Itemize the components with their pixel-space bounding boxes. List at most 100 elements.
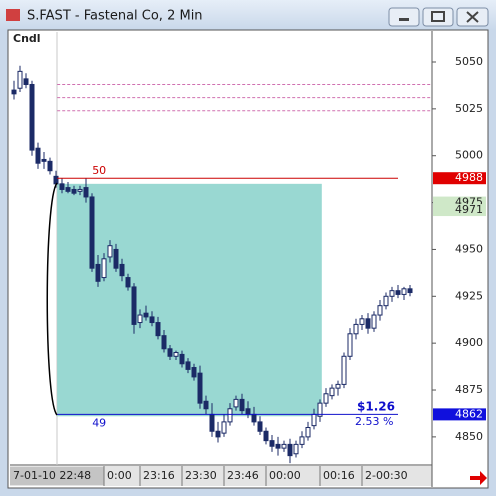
candle-body	[173, 352, 179, 357]
candle-body	[407, 288, 413, 294]
maximize-button[interactable]	[422, 7, 454, 27]
fib-zone	[57, 183, 322, 417]
price-marker-label: 4971	[455, 203, 483, 216]
time-axis-bar	[10, 466, 432, 486]
candle-body	[89, 196, 95, 269]
y-tick-label: 4950	[455, 242, 483, 255]
candle-body	[29, 83, 35, 151]
range-percent: 2.53 %	[355, 415, 393, 428]
price-marker-label: 4988	[455, 171, 483, 184]
x-tick-label: 00:00	[269, 469, 301, 482]
x-tick-label: 23:16	[143, 469, 175, 482]
candle-body	[341, 355, 347, 385]
candle-body	[35, 147, 41, 164]
plot: 50 49 $1.262.53 %	[11, 65, 431, 464]
y-tick-label: 4850	[455, 430, 483, 443]
candle-body	[179, 353, 185, 365]
candle-body	[23, 78, 29, 85]
candle-body	[143, 312, 149, 318]
candle-body	[95, 263, 101, 282]
candle-body	[107, 245, 113, 258]
fib-level-label: 49	[92, 416, 106, 429]
candle-body	[65, 187, 71, 192]
app-icon	[6, 9, 20, 21]
candle-body	[59, 183, 65, 190]
candle-body	[359, 318, 365, 325]
candle-body	[191, 367, 197, 378]
candle-body	[131, 286, 137, 325]
candle-body	[119, 263, 125, 277]
price-marker-label: 4862	[455, 407, 483, 420]
candle-body	[365, 318, 371, 329]
candle-body	[245, 408, 251, 415]
candle-body	[269, 440, 275, 447]
candle-body	[347, 333, 353, 357]
y-tick-label: 5000	[455, 149, 483, 162]
candle-body	[317, 402, 323, 417]
x-label-highlight	[10, 467, 104, 485]
candle-body	[47, 160, 53, 172]
range-amount: $1.26	[357, 400, 395, 414]
price-marker	[433, 408, 486, 421]
scroll-arrow[interactable]	[470, 471, 487, 485]
y-tick-label: 5025	[455, 102, 483, 115]
candle-body	[257, 421, 263, 432]
candle-body	[17, 70, 23, 89]
candle-body	[203, 400, 209, 410]
candle-body	[323, 393, 329, 404]
candle-body	[161, 335, 167, 350]
candle-body	[167, 348, 173, 357]
candle-body	[305, 427, 311, 438]
candle-body	[311, 413, 317, 427]
price-marker	[433, 204, 486, 217]
candle-body	[395, 290, 401, 295]
candle-body	[125, 277, 131, 288]
candle-body	[53, 175, 59, 185]
window-title: S.FAST - Fastenal Co, 2 Min	[27, 9, 203, 24]
candle-body	[137, 314, 143, 324]
candle-body	[41, 158, 47, 162]
candle-body	[329, 387, 335, 397]
candle-body	[113, 248, 119, 269]
candle-body	[353, 323, 359, 335]
candle-body	[155, 322, 161, 337]
minimize-button[interactable]	[388, 7, 420, 27]
close-button[interactable]	[456, 7, 489, 27]
candle-body	[233, 398, 239, 408]
candle-body	[275, 443, 281, 449]
y-tick-label: 4925	[455, 289, 483, 302]
candle-body	[377, 305, 383, 316]
ellipse-tool	[46, 182, 58, 416]
x-tick-label: 00:16	[323, 469, 355, 482]
candle-body	[227, 408, 233, 423]
candle-body	[185, 361, 191, 370]
candle-body	[281, 443, 287, 449]
y-tick-label: 5050	[455, 55, 483, 68]
candle-body	[11, 89, 17, 95]
x-tick-label: 23:30	[185, 469, 217, 482]
candle-body	[335, 383, 341, 389]
y-tick-label: 4875	[455, 383, 483, 396]
candle-body	[83, 187, 89, 198]
y-tick-label: 4900	[455, 336, 483, 349]
candle-body	[383, 295, 389, 307]
price-marker	[433, 172, 486, 185]
candle-body	[77, 188, 83, 192]
candle-body	[371, 314, 377, 329]
candle-body	[287, 443, 293, 457]
x-tick-label: 2-00:30	[365, 469, 408, 482]
candle-body	[215, 430, 221, 438]
candle-body	[263, 430, 269, 442]
x-tick-label: 23:46	[227, 469, 259, 482]
candle-body	[299, 436, 305, 445]
candle-body	[101, 258, 107, 279]
candle-body	[209, 413, 215, 432]
candle-body	[149, 316, 155, 324]
candle-body	[389, 290, 395, 297]
candle-body	[251, 413, 257, 423]
candle-body	[221, 421, 227, 434]
fib-level-label: 50	[92, 164, 106, 177]
candle-body	[71, 188, 77, 194]
